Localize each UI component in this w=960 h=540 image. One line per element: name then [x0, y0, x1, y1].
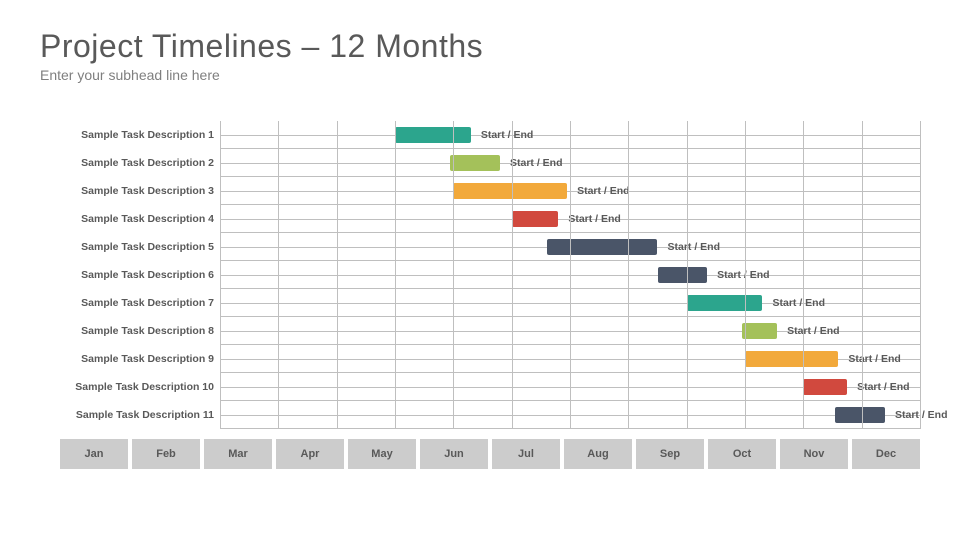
month-cell: Apr — [276, 439, 344, 469]
gridline — [920, 121, 921, 429]
task-track: Start / End — [220, 121, 920, 149]
gantt-row: Sample Task Description 6 Start / End — [60, 261, 920, 289]
month-axis: JanFebMarAprMayJunJulAugSepOctNovDec — [60, 439, 920, 469]
task-end-label: Start / End — [777, 325, 840, 337]
gantt-row: Sample Task Description 10 Start / End — [60, 373, 920, 401]
task-bar — [745, 351, 838, 367]
task-track: Start / End — [220, 261, 920, 289]
task-label: Sample Task Description 9 — [60, 353, 220, 365]
task-end-label: Start / End — [558, 213, 621, 225]
task-bar — [547, 239, 658, 255]
task-track: Start / End — [220, 149, 920, 177]
task-bar — [658, 267, 708, 283]
task-label: Sample Task Description 4 — [60, 213, 220, 225]
page-subtitle: Enter your subhead line here — [40, 67, 920, 83]
gantt-chart: Sample Task Description 1Start / EndSamp… — [60, 121, 920, 469]
task-track: Start / End — [220, 373, 920, 401]
gantt-row: Sample Task Description 2 Start / End — [60, 149, 920, 177]
page-title: Project Timelines – 12 Months — [40, 28, 920, 65]
task-end-label: Start / End — [567, 185, 630, 197]
task-bar — [395, 127, 471, 143]
task-end-label: Start / End — [707, 269, 770, 281]
task-end-label: Start / End — [500, 157, 563, 169]
task-end-label: Start / End — [658, 241, 721, 253]
task-bar — [450, 155, 500, 171]
task-label: Sample Task Description 10 — [60, 381, 220, 393]
month-cell: Jun — [420, 439, 488, 469]
month-cell: Jan — [60, 439, 128, 469]
task-track: Start / End — [220, 205, 920, 233]
task-end-label: Start / End — [885, 409, 948, 421]
task-track: Start / End — [220, 233, 920, 261]
task-label: Sample Task Description 11 — [60, 409, 220, 421]
task-track: Start / End — [220, 345, 920, 373]
task-bar — [742, 323, 777, 339]
task-bar — [835, 407, 885, 423]
task-track: Start / End — [220, 177, 920, 205]
month-cell: Oct — [708, 439, 776, 469]
gantt-row: Sample Task Description 3 Start / End — [60, 177, 920, 205]
task-track: Start / End — [220, 401, 920, 429]
month-cell: Dec — [852, 439, 920, 469]
task-bar — [687, 295, 763, 311]
task-label: Sample Task Description 2 — [60, 157, 220, 169]
month-cell: Jul — [492, 439, 560, 469]
month-cell: May — [348, 439, 416, 469]
gantt-row: Sample Task Description 1 Start / End — [60, 121, 920, 149]
task-label: Sample Task Description 3 — [60, 185, 220, 197]
task-bar — [453, 183, 567, 199]
task-label: Sample Task Description 5 — [60, 241, 220, 253]
month-cell: Nov — [780, 439, 848, 469]
gantt-row: Sample Task Description 9 Start / End — [60, 345, 920, 373]
task-end-label: Start / End — [838, 353, 901, 365]
task-label: Sample Task Description 7 — [60, 297, 220, 309]
task-end-label: Start / End — [471, 129, 534, 141]
task-label: Sample Task Description 6 — [60, 269, 220, 281]
task-label: Sample Task Description 8 — [60, 325, 220, 337]
month-cell: Sep — [636, 439, 704, 469]
month-cell: Mar — [204, 439, 272, 469]
task-end-label: Start / End — [847, 381, 910, 393]
month-cell: Feb — [132, 439, 200, 469]
gantt-row: Sample Task Description 7 Start / End — [60, 289, 920, 317]
task-end-label: Start / End — [763, 297, 826, 309]
gantt-row: Sample Task Description 5 Start / End — [60, 233, 920, 261]
gantt-row: Sample Task Description 4 Start / End — [60, 205, 920, 233]
task-track: Start / End — [220, 317, 920, 345]
gantt-row: Sample Task Description 8 Start / End — [60, 317, 920, 345]
task-track: Start / End — [220, 289, 920, 317]
task-bar — [512, 211, 559, 227]
gantt-row: Sample Task Description 11Start / End — [60, 401, 920, 429]
task-label: Sample Task Description 1 — [60, 129, 220, 141]
task-bar — [803, 379, 847, 395]
month-cell: Aug — [564, 439, 632, 469]
